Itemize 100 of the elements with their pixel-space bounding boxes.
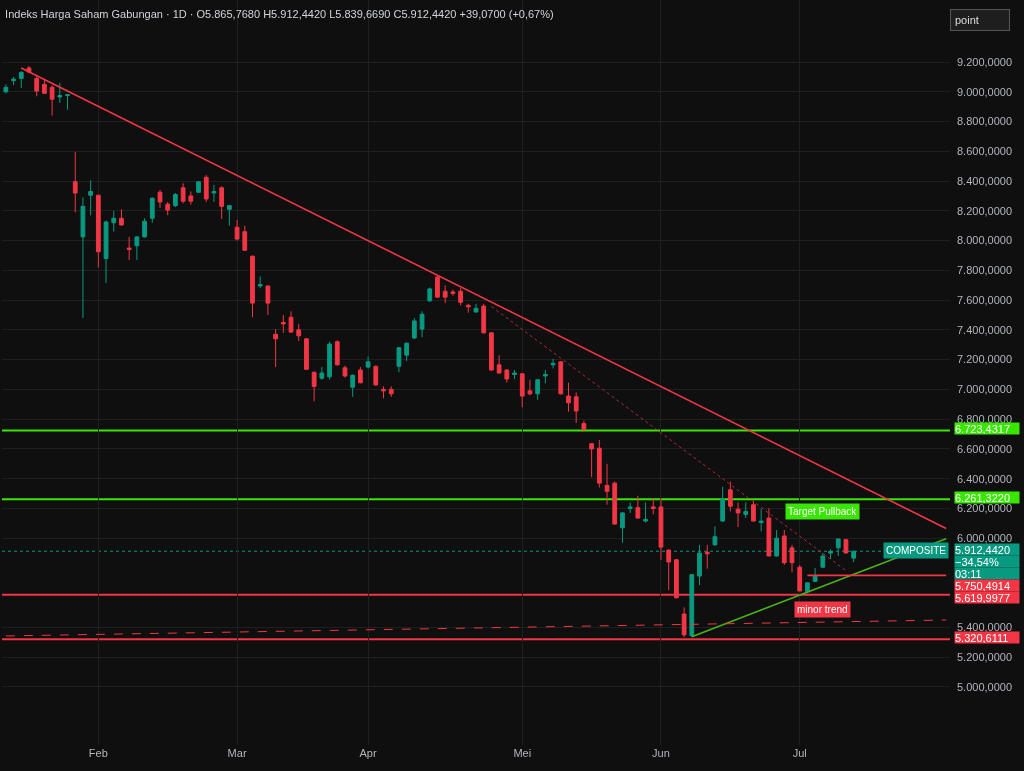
- candlestick: [704, 544, 710, 570]
- y-tick-label: 7.600,0000: [957, 293, 1013, 306]
- y-tick-label: 8.800,0000: [957, 115, 1013, 128]
- y-tick-label: 6.200,0000: [957, 502, 1013, 515]
- candlestick: [365, 356, 371, 370]
- candlestick: [573, 391, 579, 424]
- candlestick: [558, 360, 564, 396]
- candlestick: [411, 317, 417, 340]
- y-tick-label: 5.000,0000: [957, 680, 1013, 693]
- candlestick: [581, 420, 587, 433]
- candlestick: [188, 190, 194, 206]
- y-tick-label: 6.800,0000: [957, 413, 1013, 425]
- candlestick: [789, 544, 795, 573]
- y-tick-label: 6.400,0000: [957, 472, 1013, 485]
- candlestick: [766, 507, 772, 557]
- candlestick: [111, 210, 117, 233]
- candlestick: [805, 582, 810, 594]
- ref-line-label: 5.912,4420: [955, 543, 1011, 556]
- candlestick: [34, 75, 40, 97]
- candlestick: [280, 314, 286, 334]
- text: 03:11: [955, 567, 982, 580]
- candlestick: [18, 70, 24, 89]
- candlestick: [720, 486, 726, 523]
- candlestick: [589, 442, 594, 478]
- candlestick: [165, 201, 171, 216]
- candlestick: [373, 365, 379, 387]
- y-tick-label: 5.400,0000: [957, 621, 1013, 634]
- candlestick: [173, 192, 178, 208]
- candlestick: [650, 497, 656, 515]
- x-tick-label: Apr: [359, 747, 377, 759]
- candlestick: [812, 567, 818, 583]
- candlestick: [635, 495, 641, 520]
- candlestick: [658, 497, 664, 561]
- text: 5.750,4914: [955, 579, 1011, 592]
- y-tick-label: 9.200,0000: [957, 55, 1013, 68]
- text: Indeks Harga Saham Gabungan · 1D · O5.865,7680 H5.912,4420 L5.839,6690 C5.912,4420 +39,0700 (+0,67%): [5, 7, 554, 20]
- x-tick-label: Mar: [227, 747, 247, 759]
- x-tick-label: Jul: [792, 747, 807, 759]
- candlestick: [103, 220, 109, 284]
- candlestick: [396, 346, 402, 373]
- candlestick: [404, 342, 410, 362]
- candlestick: [751, 500, 756, 522]
- candlestick: [80, 196, 86, 319]
- y-tick-label: 6.600,0000: [957, 442, 1013, 455]
- x-tick-label: Mei: [513, 747, 532, 759]
- candlestick: [211, 184, 217, 203]
- x-tick-label: Feb: [88, 747, 108, 759]
- candlestick: [203, 174, 209, 203]
- y-tick-label: 7.400,0000: [957, 323, 1013, 336]
- candlestick: [712, 525, 718, 547]
- candlestick: [620, 511, 625, 544]
- candlestick: [226, 204, 232, 227]
- candlestick: [627, 501, 633, 514]
- ref-line-label: 5.320,6111: [955, 631, 1009, 644]
- candlestick: [512, 369, 517, 380]
- candlestick: [126, 236, 132, 261]
- candlestick: [735, 501, 741, 528]
- candlestick: [142, 217, 147, 239]
- candlestick: [296, 323, 302, 342]
- candlestick: [388, 385, 394, 398]
- candlestick: [219, 185, 225, 220]
- y-tick-label: 7.200,0000: [957, 353, 1013, 366]
- candlestick: [358, 366, 363, 384]
- annotation: minor trend: [797, 604, 848, 615]
- candlestick: [465, 303, 471, 314]
- candlestick: [519, 372, 525, 408]
- candlestick: [95, 194, 101, 268]
- candlestick: [458, 287, 463, 306]
- candlestick: [435, 274, 440, 299]
- candlestick: [242, 225, 248, 252]
- candlestick: [65, 93, 70, 111]
- candlestick: [311, 371, 317, 402]
- candlestick: [504, 368, 510, 384]
- candlestick: [550, 358, 556, 370]
- x-tick-label: Jun: [652, 747, 670, 759]
- candlestick: [797, 564, 803, 592]
- candlestick: [743, 501, 749, 519]
- candlestick: [535, 378, 541, 401]
- candlestick: [450, 289, 456, 297]
- text: point: [955, 14, 979, 26]
- candlestick: [496, 354, 502, 375]
- candlestick: [11, 76, 16, 86]
- candlestick: [88, 179, 94, 216]
- candlestick: [42, 79, 47, 95]
- y-tick-label: 7.800,0000: [957, 264, 1013, 277]
- candlestick: [566, 382, 571, 413]
- candlestick: [350, 374, 356, 398]
- candlestick: [319, 366, 325, 381]
- y-tick-label: 8.200,0000: [957, 204, 1013, 217]
- candlestick: [342, 365, 348, 378]
- candlestick: [134, 235, 140, 261]
- candlestick: [250, 254, 255, 318]
- annotation: Target Pullback: [788, 506, 858, 517]
- candlestick: [180, 182, 186, 204]
- ref-line-label: 6.723,4317: [955, 422, 1011, 435]
- y-tick-label: 8.600,0000: [957, 145, 1013, 158]
- ref-line-label: 5.619,9977: [955, 591, 1011, 604]
- candlestick: [666, 548, 672, 591]
- candlestick: [596, 439, 602, 489]
- candlestick: [149, 196, 155, 224]
